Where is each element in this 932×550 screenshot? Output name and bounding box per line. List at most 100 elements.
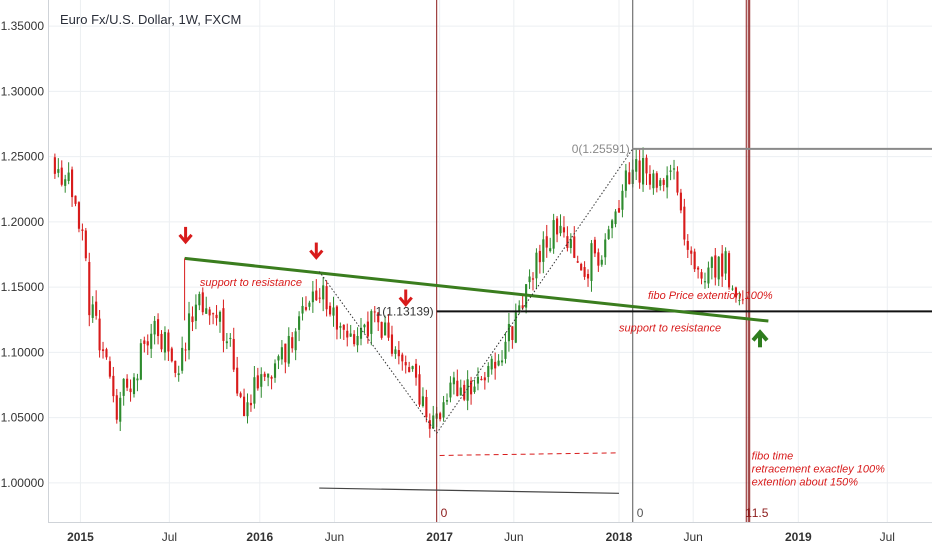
candle-body: [328, 305, 332, 315]
candle-body: [500, 360, 504, 363]
candle-body: [480, 378, 483, 381]
candle-body: [105, 349, 108, 358]
candle-body: [225, 341, 228, 344]
y-tick-label: 1.20000: [1, 215, 45, 229]
candle-body: [339, 326, 342, 328]
candle-body: [198, 294, 201, 306]
candle-body: [703, 281, 707, 283]
candle-body: [445, 400, 449, 402]
candle-body: [356, 335, 359, 346]
candle-body: [242, 396, 246, 417]
candle-body: [366, 321, 369, 337]
annotation-text: retracement exactley 100%: [752, 463, 886, 475]
candle-body: [404, 362, 407, 366]
arrow-head: [398, 296, 413, 307]
candle-body: [64, 179, 67, 186]
candle-body: [614, 211, 617, 225]
candle-body: [593, 239, 596, 254]
candle-body: [136, 378, 139, 381]
annotation-text: fibo time: [752, 450, 794, 462]
candle-body: [414, 363, 418, 378]
candle-body: [342, 324, 345, 330]
candle-body: [81, 229, 84, 231]
candle-body: [721, 253, 724, 277]
candle-body: [549, 248, 552, 252]
candle-body: [157, 319, 160, 337]
candle-body: [727, 253, 731, 288]
candle-body: [346, 330, 349, 338]
candle-body: [635, 159, 638, 172]
candle-body: [490, 358, 493, 370]
arrow-head: [751, 329, 769, 342]
candle-body: [57, 169, 60, 173]
y-tick-label: 1.25000: [1, 150, 45, 164]
candle-body: [322, 285, 325, 300]
candle-body: [421, 396, 424, 407]
candle-body: [363, 324, 366, 328]
candle-body: [449, 382, 452, 398]
candle-body: [108, 361, 111, 377]
candle-body: [683, 206, 686, 240]
candle-body: [504, 341, 507, 359]
candle-body: [611, 220, 614, 229]
candle-body: [659, 180, 662, 186]
candle-body: [724, 251, 727, 274]
candle-body: [150, 333, 153, 349]
fib-time-label: 1: [745, 506, 752, 520]
candle-body: [91, 304, 94, 318]
candle-body: [583, 267, 586, 277]
candle-body: [260, 374, 263, 387]
candle-body: [181, 347, 184, 371]
price-axis[interactable]: 1.35000 1.30000 1.25000 1.20000 1.15000 1.100…: [1, 19, 45, 490]
candle-body: [734, 287, 738, 298]
candle-body: [318, 297, 321, 299]
candle-body: [304, 307, 308, 310]
candle-body: [287, 335, 290, 364]
annotation-text: fibo Price extention 100%: [648, 290, 773, 302]
candle-body: [308, 302, 311, 307]
x-tick-label: Jun: [504, 530, 523, 544]
fib-level-0-label: 0(1.25591): [572, 142, 630, 156]
candle-body: [641, 158, 645, 185]
time-axis[interactable]: 2015 Jul 2016 Jun 2017 Jun 2018 Jun 2019 Jul: [67, 530, 895, 544]
candle-body: [621, 190, 624, 210]
candle-body: [562, 227, 566, 233]
candle-body: [556, 218, 559, 235]
candle-body: [569, 239, 572, 248]
candle-body: [191, 316, 194, 323]
candle-body: [71, 169, 74, 198]
arrow-up-icon: [751, 329, 769, 348]
candle-body: [456, 380, 459, 397]
candle-body: [531, 278, 535, 280]
candle-body: [325, 286, 328, 310]
candle-body: [218, 311, 222, 322]
candle-body: [645, 157, 648, 174]
candle-body: [239, 393, 242, 397]
candle-body: [628, 172, 631, 185]
candle-body: [273, 363, 277, 378]
candle-body: [298, 316, 301, 330]
candle-body: [390, 334, 394, 354]
candle-body: [335, 306, 339, 330]
candle-body: [507, 323, 510, 342]
candle-body: [112, 375, 115, 397]
candle-body: [573, 236, 576, 258]
candle-body: [353, 334, 356, 345]
candle-body: [401, 354, 404, 362]
candle-body: [119, 397, 122, 422]
candle-body: [411, 366, 414, 370]
candle-body: [463, 384, 466, 400]
candle-body: [566, 236, 569, 248]
x-tick-label: Jun: [684, 530, 703, 544]
red-dashed-line: [439, 452, 619, 456]
x-tick-label: 2017: [426, 530, 453, 544]
candle-body: [604, 239, 607, 258]
x-tick-label: Jun: [325, 530, 344, 544]
candle-body: [432, 415, 435, 429]
candle-body: [669, 170, 672, 172]
candle-body: [184, 349, 187, 351]
candle-body: [380, 321, 383, 338]
x-tick-label: Jul: [162, 530, 177, 544]
candle-body: [666, 175, 669, 188]
